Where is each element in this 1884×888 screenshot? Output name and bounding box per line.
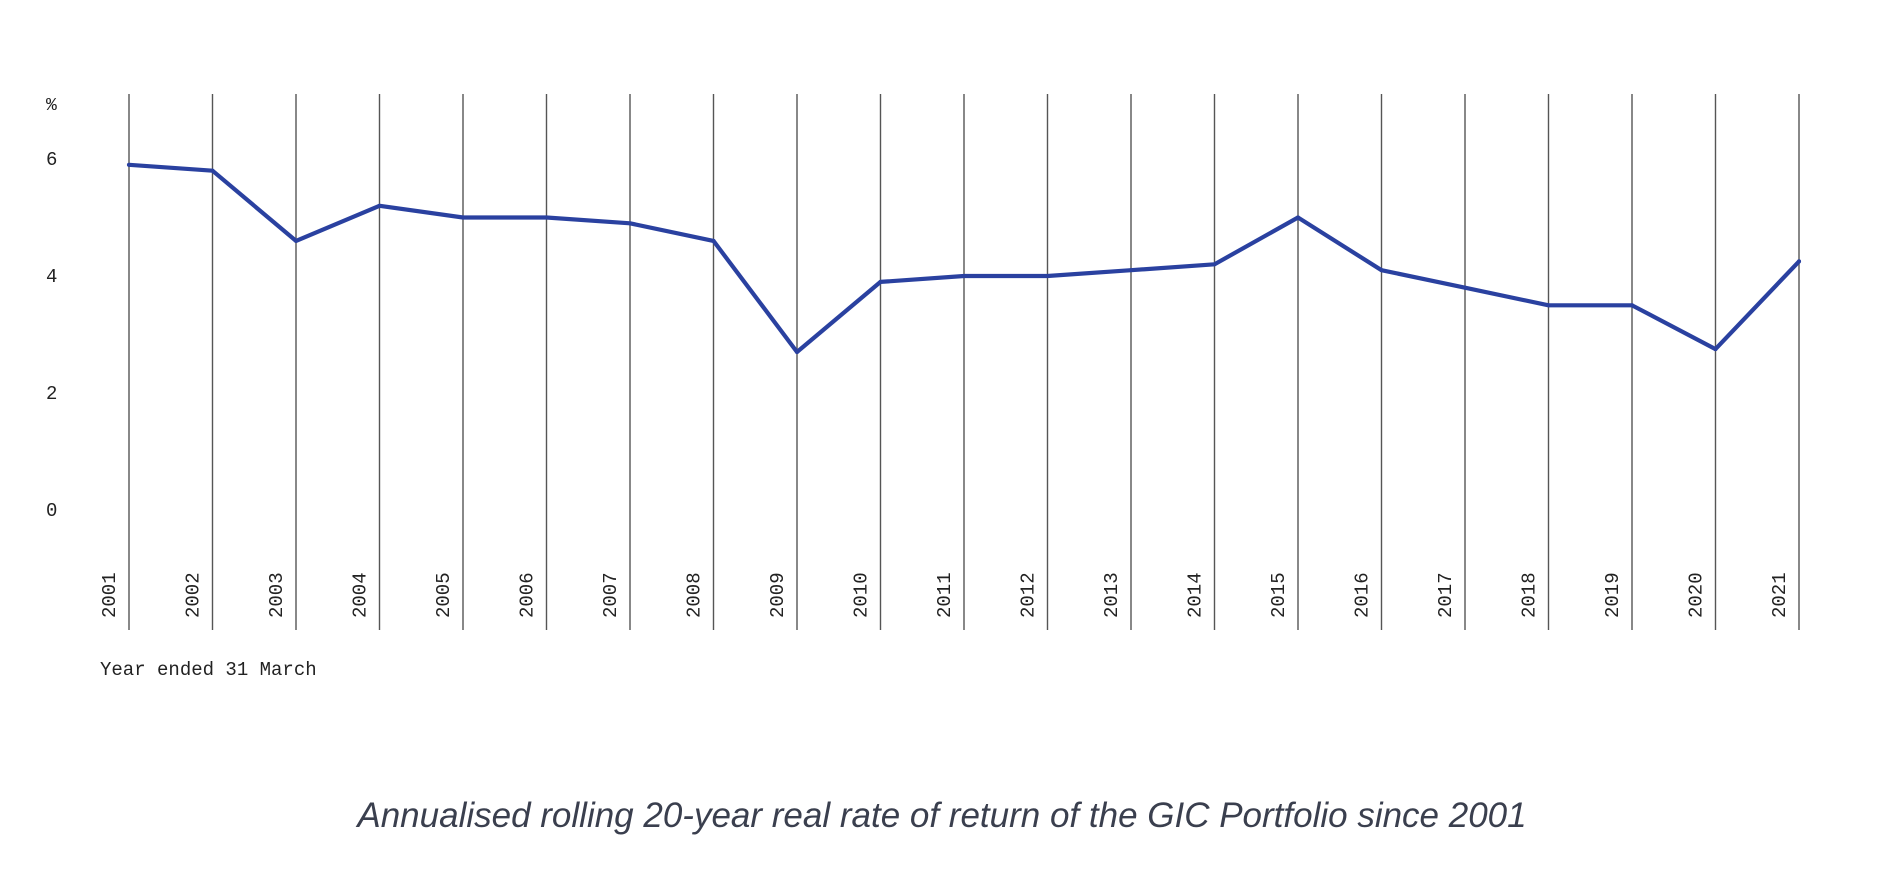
- y-tick-label: 2: [46, 383, 57, 405]
- chart-caption: Annualised rolling 20-year real rate of …: [357, 796, 1527, 835]
- data-point: [461, 215, 465, 220]
- x-tick-label: 2005: [433, 572, 455, 618]
- data-point: [1546, 303, 1551, 308]
- x-tick-label: 2013: [1101, 572, 1123, 618]
- x-tick-label: 2012: [1018, 572, 1040, 618]
- data-point: [628, 221, 632, 226]
- series-line: [126, 162, 1802, 355]
- x-axis-title: Year ended 31 March: [100, 659, 317, 681]
- data-point: [1463, 285, 1467, 290]
- data-point: [962, 274, 966, 278]
- x-tick-label: 2016: [1352, 572, 1374, 618]
- x-tick-label: 2009: [767, 572, 789, 618]
- y-tick-label: 6: [46, 149, 57, 171]
- x-tick-label: 2008: [684, 572, 706, 618]
- data-point: [1129, 268, 1133, 273]
- x-tick-label: 2018: [1519, 572, 1541, 618]
- data-point: [544, 215, 549, 220]
- data-point: [294, 238, 298, 243]
- y-axis-ticks: % 0 2 4 6: [46, 96, 57, 522]
- data-point: [1630, 303, 1634, 308]
- x-tick-label: 2001: [99, 572, 121, 618]
- x-tick-label: 2010: [851, 572, 873, 618]
- x-tick-label: 2019: [1602, 572, 1624, 618]
- vertical-gridlines: [128, 94, 1800, 630]
- x-axis-ticks: 2001 2002 2003 2004 2005 2006 2007 2008 2009 2010…: [99, 572, 1791, 618]
- data-point: [711, 238, 716, 243]
- data-point: [1045, 274, 1050, 278]
- data-point: [377, 203, 382, 208]
- data-point: [1379, 268, 1384, 273]
- x-tick-label: 2004: [350, 572, 372, 618]
- x-tick-label: 2006: [517, 572, 539, 618]
- x-tick-label: 2020: [1686, 572, 1708, 618]
- data-point: [1296, 215, 1300, 220]
- x-tick-label: 2017: [1435, 572, 1457, 618]
- y-tick-label: 4: [46, 266, 57, 288]
- x-tick-label: 2015: [1268, 572, 1290, 618]
- data-point: [795, 350, 799, 355]
- data-point: [127, 162, 131, 167]
- data-point: [1713, 347, 1718, 352]
- x-tick-label: 2007: [600, 572, 622, 618]
- data-point: [210, 168, 215, 173]
- x-tick-label: 2014: [1185, 572, 1207, 618]
- y-tick-label: 0: [46, 500, 57, 522]
- x-tick-label: 2002: [183, 572, 205, 618]
- data-point: [1212, 262, 1217, 267]
- data-point: [878, 279, 883, 284]
- x-tick-label: 2021: [1769, 572, 1791, 618]
- y-axis-unit-label: %: [46, 96, 57, 116]
- data-point: [1797, 259, 1801, 264]
- x-tick-label: 2011: [934, 572, 956, 618]
- x-tick-label: 2003: [266, 572, 288, 618]
